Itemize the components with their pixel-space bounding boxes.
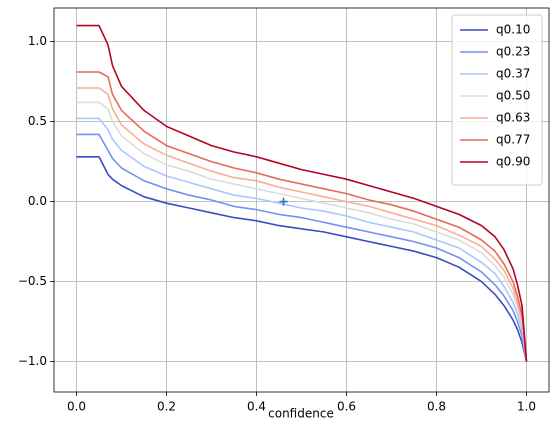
legend-label: q0.10 bbox=[496, 23, 530, 37]
x-tick-label: 1.0 bbox=[517, 400, 536, 414]
y-tick-label: 1.0 bbox=[28, 34, 47, 48]
series-line bbox=[76, 24, 528, 362]
y-tick-label: 0.5 bbox=[28, 114, 47, 128]
y-tick-label: −0.5 bbox=[18, 274, 47, 288]
series-line bbox=[76, 156, 528, 362]
series-line bbox=[76, 117, 528, 362]
axes-frame bbox=[53, 7, 550, 393]
y-tick-label: −1.0 bbox=[18, 354, 47, 368]
legend-box bbox=[451, 14, 543, 186]
legend-label: q0.90 bbox=[496, 155, 530, 169]
legend-label: q0.23 bbox=[496, 45, 530, 59]
y-tick-label: 0.0 bbox=[28, 194, 47, 208]
x-tick-label: 0.2 bbox=[157, 400, 176, 414]
legend-label: q0.50 bbox=[496, 89, 530, 103]
x-tick-label: 0.8 bbox=[427, 400, 446, 414]
x-tick-label: 0.0 bbox=[67, 400, 86, 414]
series-line bbox=[76, 71, 528, 362]
marker-point bbox=[279, 197, 288, 206]
series-line bbox=[76, 101, 528, 362]
x-tick-label: 0.6 bbox=[337, 400, 356, 414]
x-tick-label: 0.4 bbox=[247, 400, 266, 414]
legend-label: q0.37 bbox=[496, 67, 530, 81]
series-line bbox=[76, 133, 528, 362]
legend-label: q0.63 bbox=[496, 111, 530, 125]
series-line bbox=[76, 87, 528, 362]
x-axis-label: confidence bbox=[268, 407, 334, 421]
legend-label: q0.77 bbox=[496, 133, 530, 147]
